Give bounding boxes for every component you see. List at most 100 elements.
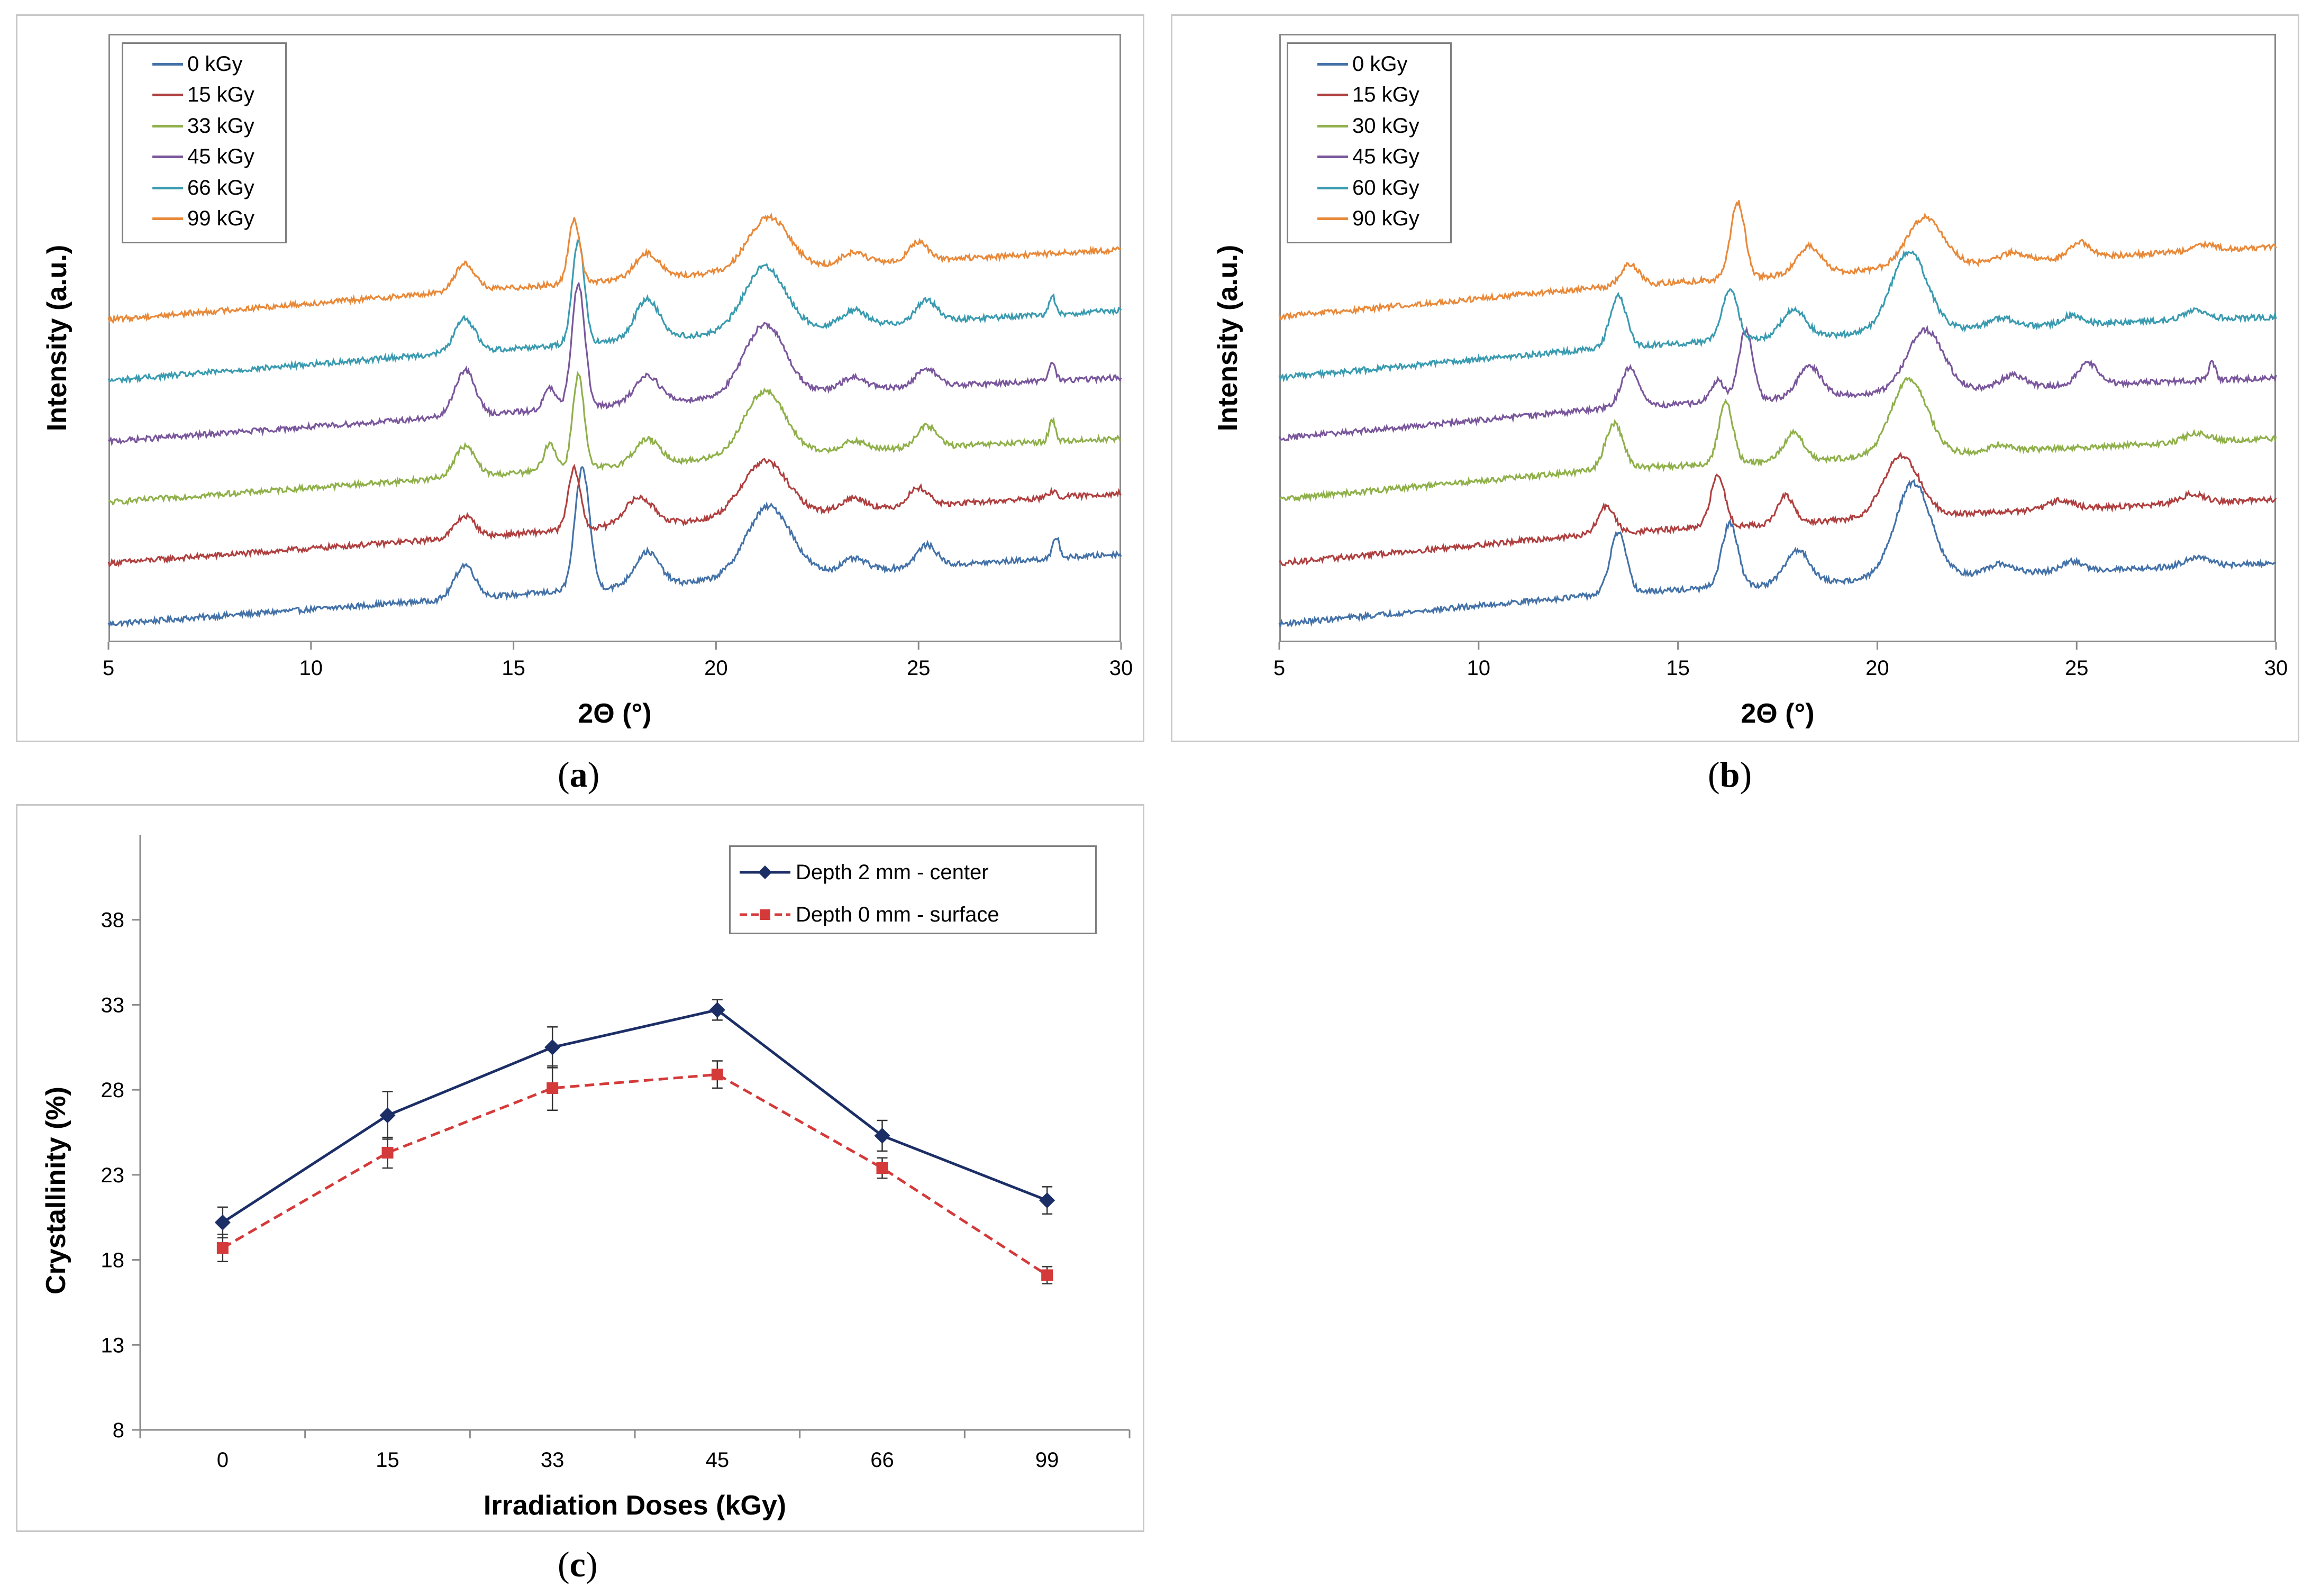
- data-point: [711, 1069, 723, 1081]
- y-axis-title: Crystallinity (%): [41, 1087, 71, 1294]
- x-tick-label: 99: [1035, 1448, 1059, 1472]
- y-tick-label: 18: [101, 1249, 125, 1272]
- data-point: [1041, 1269, 1053, 1281]
- series-line: [1279, 452, 2277, 567]
- legend-label: 45 kGy: [187, 145, 254, 168]
- legend-swatch: [152, 217, 183, 220]
- series-line: [107, 281, 1122, 447]
- legend-item: Depth 2 mm - center: [731, 858, 989, 887]
- legend-swatch: [740, 909, 790, 920]
- series-line: [1278, 325, 2277, 442]
- legend-label: 0 kGy: [1352, 52, 1408, 76]
- legend-a: 0 kGy 15 kGy 33 kGy 45 kGy 66 kGy 99 kGy: [122, 42, 287, 243]
- legend-swatch: [1317, 94, 1348, 96]
- x-tick-label: 25: [2065, 656, 2089, 680]
- panel-b: 5 10 15 20 25 30 2Θ (°) Intensity (a.u.) 0 kGy 1…: [1171, 14, 2299, 742]
- series-line: [1278, 479, 2277, 628]
- legend-item: 0 kGy: [1288, 49, 1407, 79]
- legend-label: 45 kGy: [1352, 145, 1419, 168]
- y-tick-label: 33: [101, 993, 125, 1017]
- series-line: [1278, 250, 2277, 382]
- x-tick-label: 20: [704, 656, 728, 680]
- x-tick-label: 5: [1273, 656, 1285, 680]
- legend-label: 15 kGy: [187, 83, 254, 106]
- x-tick-label: 15: [502, 656, 525, 680]
- series-line: [1278, 377, 2277, 503]
- caption-c: (c): [558, 1544, 598, 1584]
- legend-swatch: [1317, 186, 1348, 189]
- legend-label: 60 kGy: [1352, 176, 1419, 199]
- series-line: [222, 1008, 1048, 1224]
- x-tick-label: 30: [1109, 656, 1133, 680]
- x-tick-label: 20: [1865, 656, 1889, 680]
- legend-item: 15 kGy: [123, 80, 254, 110]
- legend-item: 66 kGy: [123, 173, 254, 203]
- series-line: [107, 466, 1122, 628]
- data-point: [876, 1162, 888, 1174]
- series-line: [107, 212, 1122, 324]
- legend-item: 15 kGy: [1288, 80, 1419, 110]
- legend-label: 30 kGy: [1352, 114, 1419, 138]
- legend-swatch: [152, 186, 183, 189]
- data-point: [216, 1242, 229, 1254]
- caption-a: (a): [558, 754, 600, 795]
- legend-swatch: [152, 124, 183, 127]
- legend-swatch: [152, 156, 183, 158]
- x-tick-label: 45: [706, 1448, 730, 1472]
- legend-swatch: [740, 865, 790, 879]
- legend-label: Depth 0 mm - surface: [796, 902, 999, 926]
- data-point: [874, 1127, 890, 1144]
- legend-item: Depth 0 mm - surface: [731, 900, 999, 929]
- series-line: [108, 370, 1122, 506]
- legend-label: 90 kGy: [1352, 207, 1419, 230]
- legend-item: 33 kGy: [123, 111, 254, 141]
- y-axis-title: Intensity (a.u.): [42, 245, 72, 431]
- caption-b: (b): [1708, 754, 1752, 795]
- legend-item: 99 kGy: [123, 204, 254, 234]
- series-line: [107, 239, 1122, 385]
- legend-swatch: [1317, 217, 1348, 220]
- data-point: [379, 1107, 396, 1124]
- legend-item: 45 kGy: [123, 142, 254, 172]
- y-tick-label: 23: [101, 1164, 125, 1187]
- chart-c-svg: 8 13 18 23 28 33 38 0 15 33 45 66 99 Irradiation Dose…: [41, 835, 1131, 1521]
- y-tick-label: 13: [101, 1334, 125, 1357]
- legend-item: 45 kGy: [1288, 142, 1419, 172]
- legend-item: 60 kGy: [1288, 173, 1419, 203]
- panel-c: 8 13 18 23 28 33 38 0 15 33 45 66 99 Irradiation Dose…: [16, 804, 1144, 1532]
- x-tick-label: 15: [1666, 656, 1690, 680]
- legend-c: Depth 2 mm - center Depth 0 mm - surface: [729, 845, 1097, 934]
- legend-swatch: [1317, 62, 1348, 66]
- legend-label: 0 kGy: [187, 52, 243, 76]
- legend-label: 66 kGy: [187, 176, 254, 199]
- legend-label: 15 kGy: [1352, 83, 1419, 106]
- chart-b-svg: 5 10 15 20 25 30 2Θ (°) Intensity (a.u.): [1213, 200, 2288, 729]
- legend-item: 90 kGy: [1288, 204, 1419, 234]
- series-line: [1278, 200, 2277, 321]
- x-tick-label: 33: [541, 1448, 565, 1472]
- y-tick-label: 38: [101, 909, 125, 932]
- legend-swatch: [1317, 156, 1348, 158]
- x-axis-title: 2Θ (°): [1741, 698, 1814, 729]
- data-point: [381, 1147, 394, 1159]
- legend-swatch: [152, 62, 183, 66]
- data-point: [547, 1082, 559, 1094]
- x-axis-title: Irradiation Doses (kGy): [484, 1490, 786, 1521]
- data-point: [1039, 1192, 1055, 1209]
- data-point: [544, 1039, 561, 1055]
- legend-label: Depth 2 mm - center: [796, 860, 989, 884]
- legend-item: 0 kGy: [123, 49, 242, 79]
- y-tick-label: 8: [113, 1419, 124, 1442]
- series-line: [222, 1073, 1048, 1276]
- y-tick-label: 28: [101, 1079, 125, 1102]
- legend-swatch: [152, 94, 183, 96]
- data-point: [709, 1002, 725, 1018]
- x-tick-label: 10: [1467, 656, 1491, 680]
- legend-swatch: [1317, 124, 1348, 127]
- x-tick-label: 25: [907, 656, 931, 680]
- x-axis-title: 2Θ (°): [578, 698, 651, 729]
- legend-b: 0 kGy 15 kGy 30 kGy 45 kGy 60 kGy 90 kGy: [1287, 42, 1452, 243]
- chart-a-svg: 5 10 15 20 25 30 2Θ (°) Intensity (a.u.): [42, 212, 1133, 729]
- x-tick-label: 15: [376, 1448, 399, 1472]
- x-tick-label: 30: [2264, 656, 2288, 680]
